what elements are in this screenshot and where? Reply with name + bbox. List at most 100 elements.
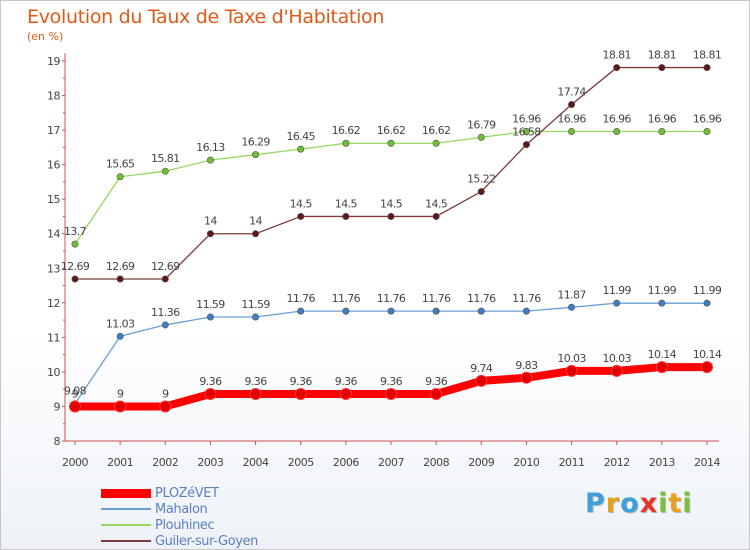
data-point xyxy=(71,275,79,283)
data-label: 11.76 xyxy=(286,292,315,305)
data-label: 14.5 xyxy=(425,197,448,210)
legend-item-guiler-sur-goyen: Guiler-sur-Goyen xyxy=(101,533,258,549)
data-point xyxy=(206,230,214,238)
legend-swatch xyxy=(101,524,151,526)
x-tick-label: 2012 xyxy=(604,456,630,469)
y-tick-label: 16 xyxy=(47,159,60,172)
data-label: 11.03 xyxy=(106,317,135,330)
data-label: 16.62 xyxy=(377,124,406,137)
data-label: 11.76 xyxy=(332,292,361,305)
data-point xyxy=(116,275,124,283)
data-label: 9 xyxy=(162,387,169,400)
data-point xyxy=(71,240,79,248)
data-label: 11.36 xyxy=(151,306,180,319)
data-label: 17.74 xyxy=(557,86,586,99)
data-point xyxy=(703,127,711,135)
data-label: 9.08 xyxy=(64,385,87,398)
data-label: 16.58 xyxy=(512,126,541,139)
data-label: 11.87 xyxy=(557,288,586,301)
legend-item-mahalon: Mahalon xyxy=(101,501,258,517)
logo-letter: P xyxy=(585,488,606,519)
data-label: 16.13 xyxy=(196,141,225,154)
data-label: 16.62 xyxy=(422,124,451,137)
data-point xyxy=(385,388,397,401)
data-label: 9 xyxy=(117,387,124,400)
data-label: 13.7 xyxy=(64,225,87,238)
data-point xyxy=(703,64,711,72)
data-point xyxy=(655,361,668,374)
data-point xyxy=(613,64,621,72)
data-point xyxy=(522,141,530,149)
data-label: 9 xyxy=(72,387,79,400)
data-label: 16.96 xyxy=(512,112,541,125)
data-point xyxy=(161,275,169,283)
data-label: 16.79 xyxy=(467,118,496,131)
data-point xyxy=(204,388,217,401)
y-tick-label: 10 xyxy=(47,366,60,379)
data-point xyxy=(701,361,713,374)
data-point xyxy=(116,332,124,340)
data-point xyxy=(161,167,169,175)
data-label: 12.69 xyxy=(151,260,180,273)
data-label: 10.03 xyxy=(557,352,586,365)
data-point xyxy=(342,139,350,147)
data-label: 9.36 xyxy=(335,375,358,388)
data-point xyxy=(297,145,305,153)
data-label: 9.36 xyxy=(290,375,313,388)
data-point xyxy=(69,400,81,413)
data-label: 9.36 xyxy=(380,375,403,388)
data-point xyxy=(520,371,533,384)
data-point xyxy=(206,156,214,164)
data-point xyxy=(159,400,172,413)
data-label: 9.83 xyxy=(515,359,538,372)
x-tick-label: 2000 xyxy=(62,456,88,469)
data-point xyxy=(342,212,350,220)
data-label: 11.59 xyxy=(196,298,225,311)
data-label: 16.29 xyxy=(241,136,270,149)
data-label: 9.36 xyxy=(245,375,268,388)
data-point xyxy=(565,364,578,377)
data-point xyxy=(658,299,666,307)
x-tick-label: 2010 xyxy=(513,456,539,469)
data-label: 14.5 xyxy=(335,197,358,210)
data-label: 16.62 xyxy=(332,124,361,137)
data-label: 10.14 xyxy=(648,348,677,361)
data-point xyxy=(252,313,260,321)
data-point xyxy=(297,212,305,220)
data-point xyxy=(568,303,576,311)
y-tick-label: 19 xyxy=(47,55,60,68)
y-tick-label: 13 xyxy=(47,262,60,275)
data-label: 14.5 xyxy=(380,197,403,210)
data-label: 11.99 xyxy=(693,284,722,297)
data-label: 10.14 xyxy=(693,348,722,361)
data-point xyxy=(477,188,485,196)
data-point xyxy=(432,139,440,147)
y-tick-label: 11 xyxy=(47,331,60,344)
data-point xyxy=(252,151,260,159)
y-tick-label: 12 xyxy=(47,297,60,310)
data-label: 16.45 xyxy=(286,130,315,143)
legend-label: Mahalon xyxy=(155,501,208,517)
x-tick-label: 2007 xyxy=(378,456,404,469)
legend-label: Guiler-sur-Goyen xyxy=(155,533,258,549)
data-label: 10.03 xyxy=(602,352,631,365)
series-line xyxy=(74,130,708,245)
logo-letter: i xyxy=(682,488,693,519)
data-point xyxy=(568,127,576,135)
legend-item-plouhinec: Plouhinec xyxy=(101,517,258,533)
series-guiler-sur-goyen: 12.69 12.69 12.69 14 14 14.5 14.5 14.5 14.5 15.22… xyxy=(61,49,722,283)
data-point xyxy=(475,374,488,387)
data-point xyxy=(252,230,260,238)
data-point xyxy=(339,388,352,401)
series-mahalon: 9.08 11.03 11.36 11.59 11.59 11.76 11.76 11.76 1… xyxy=(64,284,722,408)
data-label: 9.36 xyxy=(199,375,222,388)
x-tick-label: 2002 xyxy=(152,456,178,469)
data-label: 12.69 xyxy=(106,260,135,273)
series-line xyxy=(74,66,708,280)
data-label: 16.96 xyxy=(602,112,631,125)
data-label: 16.96 xyxy=(648,112,677,125)
x-tick-label: 2011 xyxy=(559,456,585,469)
data-point xyxy=(568,101,576,109)
data-label: 14.5 xyxy=(290,197,313,210)
